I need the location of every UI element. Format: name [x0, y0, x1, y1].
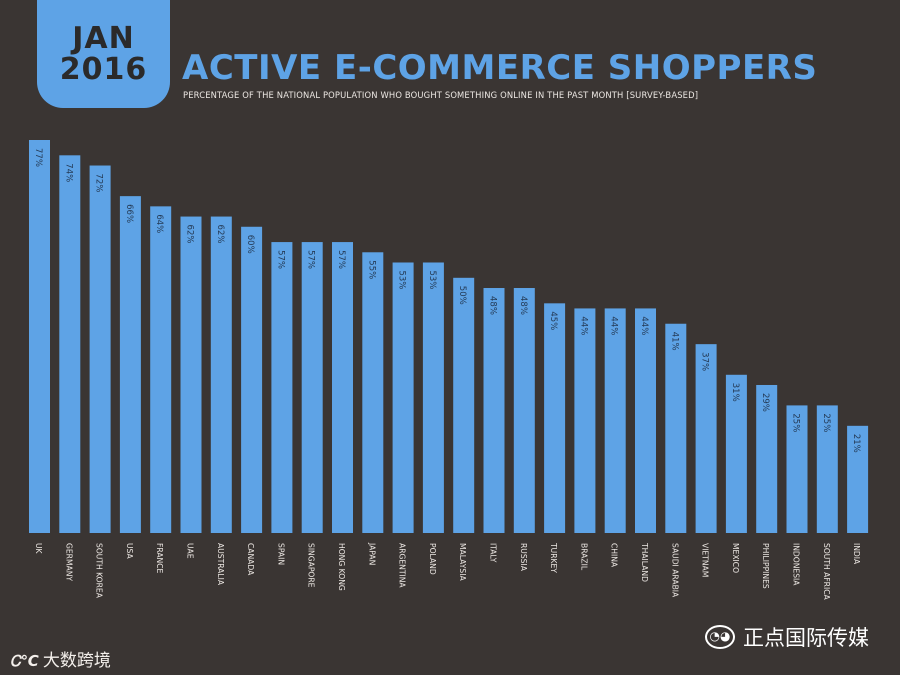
value-label: 25%: [791, 413, 801, 432]
value-label: 60%: [245, 235, 255, 254]
category-label: INDIA: [852, 543, 861, 565]
bar-mexico: [725, 374, 747, 533]
watermark-right: ◔◕ 正点国际传媒: [705, 622, 869, 652]
bar-russia: [513, 288, 535, 533]
badge-month: JAN: [72, 20, 135, 56]
category-label: SINGAPORE: [307, 543, 316, 588]
watermark-left-text: 大数跨境: [42, 651, 111, 671]
value-label: 53%: [397, 270, 407, 289]
bar-indonesia: [786, 405, 808, 533]
bar-brazil: [574, 308, 596, 533]
wechat-icon: ◔◕: [705, 625, 735, 649]
category-label: INDONESIA: [792, 543, 801, 586]
category-label: UAE: [186, 543, 195, 559]
category-label: GERMANY: [64, 543, 73, 581]
value-label: 53%: [427, 270, 437, 289]
bar-australia: [210, 216, 232, 533]
category-label: POLAND: [428, 543, 437, 575]
category-label: FRANCE: [155, 543, 164, 574]
watermark-logo-icon: Ꮯ℃: [10, 652, 39, 670]
bar-philippines: [756, 384, 778, 533]
value-label: 29%: [760, 393, 770, 412]
bar-turkey: [544, 303, 566, 533]
chart-title: ACTIVE E-COMMERCE SHOPPERS: [182, 48, 818, 88]
bar-india: [847, 425, 869, 533]
value-label: 44%: [639, 316, 649, 335]
category-label: MALAYSIA: [458, 543, 467, 581]
category-label: TURKEY: [549, 542, 558, 573]
value-label: 48%: [488, 296, 498, 315]
category-label: JAPAN: [367, 542, 376, 565]
value-label: 62%: [215, 225, 225, 244]
bar-italy: [483, 288, 505, 533]
category-label: THAILAND: [640, 542, 649, 582]
value-label: 55%: [366, 260, 376, 279]
bar-singapore: [301, 242, 323, 533]
value-label: 74%: [63, 163, 73, 182]
category-label: SOUTH KOREA: [95, 543, 104, 599]
bar-france: [150, 206, 172, 533]
category-label: MEXICO: [731, 543, 740, 573]
value-label: 44%: [609, 316, 619, 335]
bar-japan: [362, 252, 384, 534]
category-label: SAUDI ARABIA: [670, 543, 679, 598]
category-label: ARGENTINA: [398, 543, 407, 588]
value-label: 41%: [669, 332, 679, 351]
category-label: SOUTH AFRICA: [822, 543, 831, 600]
watermark-left: Ꮯ℃ 大数跨境: [10, 646, 111, 671]
value-label: 62%: [185, 225, 195, 244]
value-label: 50%: [457, 286, 467, 305]
value-label: 57%: [275, 250, 285, 269]
category-label: AUSTRALIA: [216, 543, 225, 586]
bar-china: [604, 308, 626, 533]
value-label: 66%: [124, 204, 134, 223]
bar-canada: [241, 226, 263, 533]
bar-spain: [271, 242, 293, 533]
category-label: BRAZIL: [579, 543, 588, 571]
category-label: RUSSIA: [519, 543, 528, 572]
value-label: 21%: [851, 434, 861, 453]
value-label: 45%: [548, 311, 558, 330]
category-label: CHINA: [610, 543, 619, 568]
chart-subtitle: PERCENTAGE OF THE NATIONAL POPULATION WH…: [183, 90, 699, 100]
value-label: 57%: [336, 250, 346, 269]
bar-thailand: [635, 308, 656, 533]
bar-saudi-arabia: [665, 323, 687, 533]
bar-south-africa: [816, 405, 838, 533]
value-label: 77%: [33, 148, 43, 167]
bar-uk: [29, 140, 50, 533]
bar-uae: [180, 216, 202, 533]
bar-south-korea: [89, 165, 111, 534]
bar-usa: [119, 196, 141, 533]
category-label: SPAIN: [276, 543, 285, 565]
bar-hong-kong: [332, 242, 353, 533]
value-label: 64%: [154, 214, 164, 233]
category-label: PHILIPPINES: [761, 543, 770, 589]
category-label: ITALY: [489, 543, 498, 563]
bar-malaysia: [453, 277, 475, 533]
category-label: UK: [34, 543, 43, 555]
category-label: USA: [125, 543, 134, 560]
value-label: 57%: [306, 250, 316, 269]
value-label: 37%: [700, 352, 710, 371]
category-label: VIETNAM: [701, 543, 710, 577]
value-label: 48%: [518, 296, 528, 315]
bar-argentina: [392, 262, 414, 533]
badge-year: 2016: [59, 52, 148, 87]
value-label: 72%: [94, 174, 104, 193]
category-label: HONG KONG: [337, 543, 346, 591]
date-badge: JAN 2016: [37, 0, 170, 108]
bar-vietnam: [695, 344, 717, 533]
bar-poland: [422, 262, 444, 533]
value-label: 44%: [578, 316, 588, 335]
value-label: 31%: [730, 383, 740, 402]
bar-germany: [59, 155, 81, 533]
category-label: CANADA: [246, 543, 255, 576]
value-label: 25%: [821, 413, 831, 432]
watermark-right-text: 正点国际传媒: [743, 626, 869, 650]
